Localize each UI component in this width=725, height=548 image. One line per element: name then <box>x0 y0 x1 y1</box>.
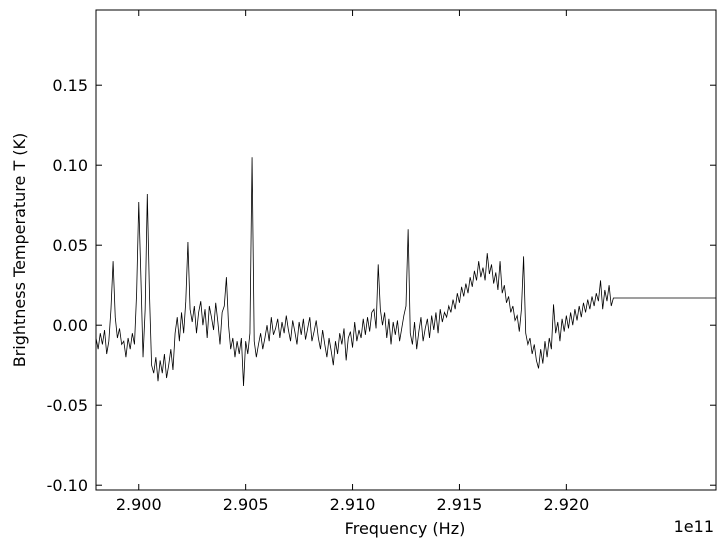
plot-frame <box>95 9 717 491</box>
x-tick-label: 2.915 <box>437 495 483 514</box>
spectrum-line <box>96 157 716 387</box>
y-tick-label: 0.05 <box>52 236 88 255</box>
y-tick-label: -0.05 <box>47 396 88 415</box>
x-tick-label: 2.910 <box>330 495 376 514</box>
y-tick-label: 0.10 <box>52 156 88 175</box>
x-tick-label: 2.920 <box>543 495 589 514</box>
y-axis-label: Brightness Temperature T (K) <box>10 133 29 368</box>
x-tick-label: 2.900 <box>116 495 162 514</box>
y-tick-label: -0.10 <box>47 476 88 495</box>
x-offset-label: 1e11 <box>674 517 714 536</box>
y-tick-label: 0.00 <box>52 316 88 335</box>
x-axis-label: Frequency (Hz) <box>345 519 466 538</box>
x-tick-label: 2.905 <box>223 495 269 514</box>
y-tick-label: 0.15 <box>52 76 88 95</box>
